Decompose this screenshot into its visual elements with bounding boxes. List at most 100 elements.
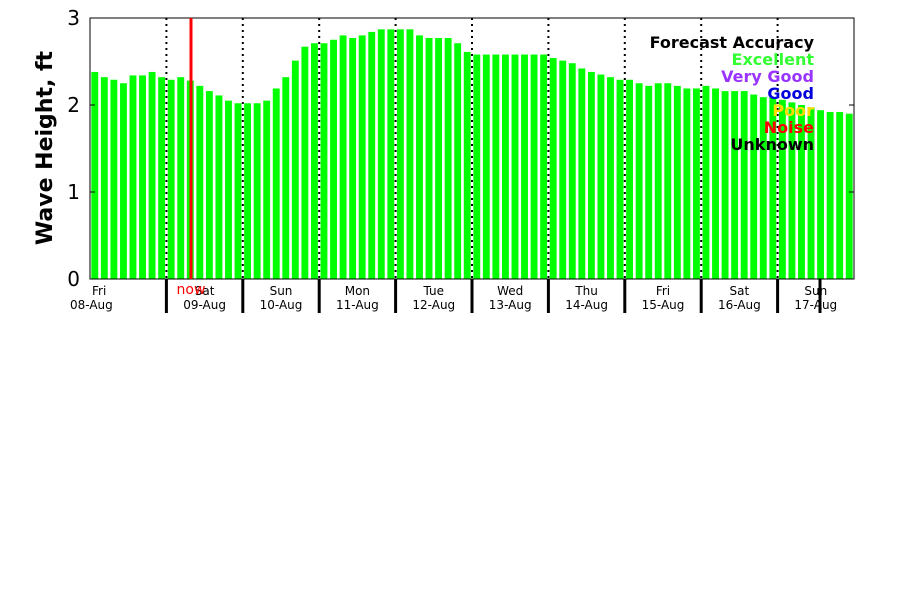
legend-item-very-good: Very Good	[721, 67, 814, 86]
bar	[129, 75, 137, 279]
bar	[769, 97, 777, 279]
bar	[578, 68, 586, 280]
x-tick-date: 17-Aug	[794, 298, 837, 312]
x-tick-weekday: Fri	[656, 284, 670, 298]
bar	[148, 71, 156, 279]
x-tick-weekday: Wed	[497, 284, 523, 298]
x-tick-weekday: Sun	[270, 284, 293, 298]
bar	[568, 63, 576, 279]
legend-item-excellent: Excellent	[731, 50, 814, 69]
bar	[683, 88, 691, 279]
bar	[425, 38, 433, 280]
bar	[301, 46, 309, 280]
bar	[387, 29, 395, 280]
bar	[654, 83, 662, 279]
bar	[358, 35, 366, 280]
x-tick-date: 13-Aug	[489, 298, 532, 312]
x-tick-date: 09-Aug	[183, 298, 226, 312]
bar	[177, 77, 185, 279]
y-tick-label: 3	[67, 6, 80, 30]
bar	[607, 77, 614, 279]
legend-item-noise: Noise	[763, 118, 814, 137]
bar	[626, 79, 634, 280]
x-tick-weekday: Tue	[423, 284, 445, 298]
now-label: now	[177, 282, 206, 298]
y-tick-label: 0	[67, 267, 80, 291]
bar	[817, 110, 825, 279]
bar	[540, 54, 548, 279]
bar	[225, 100, 232, 280]
bar	[119, 83, 127, 279]
bar	[435, 38, 443, 280]
bar	[482, 54, 490, 279]
bar	[759, 97, 767, 279]
legend-item-poor: Poor	[772, 101, 814, 120]
bar	[444, 38, 452, 280]
bar	[272, 88, 280, 279]
bar	[750, 94, 758, 279]
bar	[339, 35, 347, 280]
bar	[530, 54, 538, 279]
bar	[845, 113, 853, 279]
bar	[349, 38, 357, 280]
bar	[740, 91, 748, 279]
bar	[645, 85, 653, 279]
y-axis-label: Wave Height, ft	[33, 50, 58, 245]
bar	[416, 35, 423, 280]
bar	[100, 77, 108, 279]
x-tick-weekday: Sun	[804, 284, 827, 298]
bar	[559, 60, 567, 279]
bar	[291, 60, 299, 279]
x-tick-date: 08-Aug	[70, 298, 113, 312]
bar	[396, 29, 404, 280]
x-tick-date: 16-Aug	[718, 298, 761, 312]
bar	[244, 103, 252, 279]
bar	[377, 29, 385, 280]
x-axis: Fri08-AugSat09-AugSun10-AugMon11-AugTue1…	[70, 279, 837, 313]
bar	[549, 58, 557, 279]
x-tick-weekday: Fri	[92, 284, 106, 298]
bar	[167, 79, 175, 280]
bar	[702, 85, 710, 279]
bar	[234, 103, 242, 279]
x-tick-date: 12-Aug	[412, 298, 455, 312]
bar	[473, 54, 481, 279]
bar	[310, 43, 318, 280]
bar	[263, 100, 271, 280]
bar	[492, 54, 500, 279]
bar	[139, 75, 146, 279]
bar	[91, 71, 99, 279]
bar	[196, 85, 204, 279]
bar	[205, 91, 213, 279]
day-separators	[165, 18, 779, 279]
y-tick-label: 1	[67, 180, 80, 204]
bar	[836, 111, 844, 280]
bar	[731, 91, 739, 279]
legend-item-unknown: Unknown	[730, 135, 814, 154]
bar	[712, 88, 719, 279]
bar	[521, 54, 528, 279]
x-tick-date: 14-Aug	[565, 298, 608, 312]
bar	[807, 107, 815, 279]
x-tick-date: 15-Aug	[642, 298, 685, 312]
bar	[673, 85, 681, 279]
bar	[253, 103, 261, 279]
x-tick-weekday: Mon	[345, 284, 370, 298]
bar	[368, 31, 376, 280]
bar	[587, 71, 595, 279]
bar	[454, 43, 462, 280]
bar	[501, 54, 509, 279]
bar	[692, 88, 700, 279]
bars-group	[91, 29, 853, 280]
x-tick-weekday: Sat	[730, 284, 750, 298]
bar	[463, 51, 471, 280]
legend-title: Forecast Accuracy	[649, 33, 814, 52]
bar	[320, 43, 328, 280]
bar	[158, 77, 166, 279]
bar	[635, 83, 643, 279]
legend-item-good: Good	[767, 84, 814, 103]
bar	[788, 102, 796, 279]
bar	[330, 39, 337, 279]
bar	[798, 105, 805, 279]
